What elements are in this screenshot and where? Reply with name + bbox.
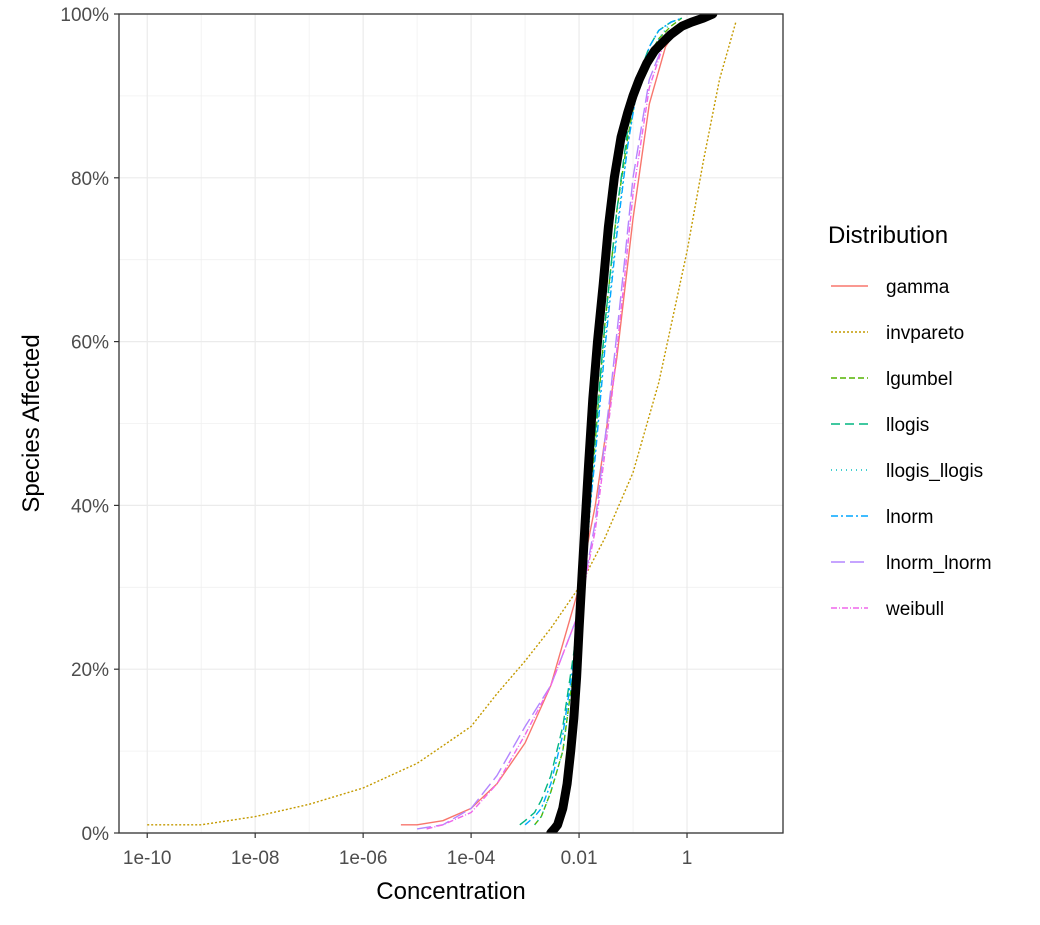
- legend-label-lnorm-lnorm: lnorm_lnorm: [886, 553, 992, 574]
- legend-label-llogis-llogis: llogis_llogis: [886, 461, 983, 482]
- y-tick-label: 20%: [71, 660, 109, 681]
- x-tick-label: 1e-06: [339, 848, 388, 869]
- legend-label-llogis: llogis: [886, 415, 929, 436]
- legend: Distribution gamma invpareto lgumbel llogis l…: [828, 222, 992, 620]
- series-line-gamma: [400, 21, 683, 826]
- empirical-data-line: [546, 14, 718, 833]
- y-tick-label: 0%: [82, 824, 110, 845]
- plot-border: [118, 13, 784, 834]
- y-tick-label: 100%: [60, 5, 109, 26]
- series-line-lnorm: [524, 17, 683, 826]
- x-tick-label: 1e-10: [123, 848, 172, 869]
- y-axis-title: Species Affected: [18, 334, 45, 512]
- legend-label-lgumbel: lgumbel: [886, 369, 953, 390]
- data-layer: [147, 14, 737, 833]
- x-tick-label: 0.01: [561, 848, 598, 869]
- x-tick-label: 1e-04: [447, 848, 496, 869]
- legend-label-weibull: weibull: [885, 599, 944, 620]
- y-tick-label: 40%: [71, 496, 109, 517]
- x-axis-title: Concentration: [376, 878, 525, 905]
- series-line-lnorm-lnorm: [416, 21, 683, 830]
- x-tick-label: 1e-08: [231, 848, 280, 869]
- y-tick-label: 80%: [71, 169, 109, 190]
- axes: 0% 20% 40% 60% 80% 100% 1e-10 1e-08 1e-06 1e-04 0.…: [18, 5, 692, 905]
- legend-label-invpareto: invpareto: [886, 323, 964, 344]
- legend-title: Distribution: [828, 222, 948, 249]
- y-tick-label: 60%: [71, 333, 109, 354]
- legend-label-lnorm: lnorm: [886, 507, 934, 528]
- legend-label-gamma: gamma: [886, 277, 950, 298]
- x-tick-label: 1: [682, 848, 693, 869]
